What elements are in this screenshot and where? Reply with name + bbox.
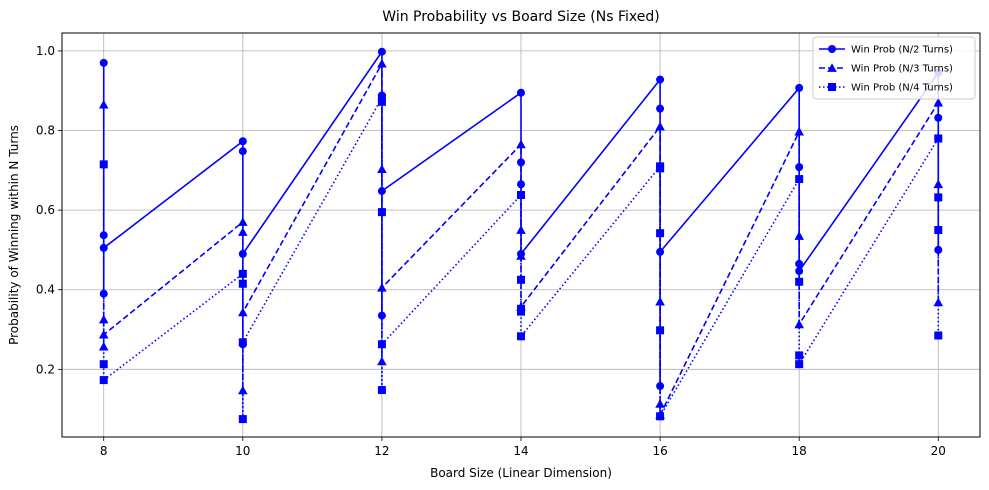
x-tick-label: 10 [235, 444, 250, 458]
series-layer [98, 47, 944, 424]
data-point [98, 314, 109, 324]
legend-marker [827, 63, 837, 72]
data-point [934, 331, 943, 340]
data-point [517, 304, 525, 313]
data-point [377, 386, 386, 395]
data-point [377, 58, 387, 68]
data-point [377, 97, 386, 106]
data-point [794, 231, 804, 240]
data-point [238, 217, 248, 226]
data-point [377, 340, 386, 349]
data-point [98, 99, 109, 109]
data-point [238, 279, 247, 288]
x-tick-label: 14 [513, 444, 528, 458]
data-point [517, 275, 525, 284]
data-point [238, 227, 248, 236]
data-point [99, 243, 108, 252]
data-point [934, 226, 943, 235]
y-axis-title: Probability of Winning within N Turns [7, 125, 21, 345]
y-tick-label: 1.0 [36, 44, 55, 58]
legend-box [812, 36, 976, 100]
data-point [655, 121, 665, 131]
data-point [377, 282, 387, 292]
data-point [656, 229, 665, 238]
y-tick-label: 0.2 [36, 362, 55, 376]
data-point [656, 412, 665, 421]
data-point [98, 341, 109, 351]
x-tick-label: 18 [792, 444, 807, 458]
x-axis-title: Board Size (Linear Dimension) [430, 466, 612, 480]
data-point [795, 351, 804, 360]
x-tick-label: 12 [374, 444, 389, 458]
data-point [517, 190, 525, 199]
data-point [377, 47, 386, 56]
legend-marker [828, 83, 836, 91]
data-point [656, 75, 665, 84]
data-point [656, 104, 665, 113]
data-point [655, 399, 665, 408]
data-point [795, 83, 804, 92]
chart-title: Win Probability vs Board Size (Ns Fixed) [382, 9, 659, 25]
data-point [99, 58, 108, 67]
data-point [238, 137, 247, 146]
data-point [795, 277, 804, 286]
y-tick-label: 0.6 [36, 203, 55, 217]
data-point [933, 97, 944, 107]
data-point [517, 88, 525, 97]
series-3 [99, 93, 943, 424]
data-point [934, 193, 943, 202]
data-point [934, 134, 943, 143]
y-tick-label: 0.8 [36, 124, 55, 138]
data-point [238, 415, 247, 424]
data-point [238, 269, 247, 278]
data-point [656, 382, 665, 391]
data-point [794, 126, 804, 136]
data-point [795, 360, 804, 369]
data-point [795, 175, 804, 184]
tick-layer: 8 10 12 14 16 18 20 0.2 0.4 0.6 0.8 1.0 [36, 44, 946, 458]
legend-label: Win Prob (N/4 Turns) [851, 83, 953, 94]
data-point [377, 208, 386, 217]
legend-marker [828, 45, 836, 53]
data-point [516, 225, 526, 234]
x-tick-label: 8 [100, 444, 108, 458]
data-point [99, 360, 108, 369]
data-point [516, 139, 526, 149]
data-point [933, 179, 944, 189]
data-point [99, 160, 108, 169]
legend: Win Prob (N/2 Turns) Win Prob (N/3 Turns)… [812, 36, 976, 100]
x-tick-label: 16 [652, 444, 667, 458]
legend-label: Win Prob (N/2 Turns) [851, 45, 953, 56]
data-point [238, 338, 247, 347]
data-point [98, 329, 109, 339]
data-point [656, 326, 665, 335]
data-point [517, 332, 525, 341]
y-tick-label: 0.4 [36, 283, 55, 297]
data-point [238, 147, 247, 156]
legend-label: Win Prob (N/3 Turns) [851, 64, 953, 75]
x-tick-label: 20 [931, 444, 946, 458]
data-point [99, 376, 108, 385]
data-point [656, 164, 665, 173]
